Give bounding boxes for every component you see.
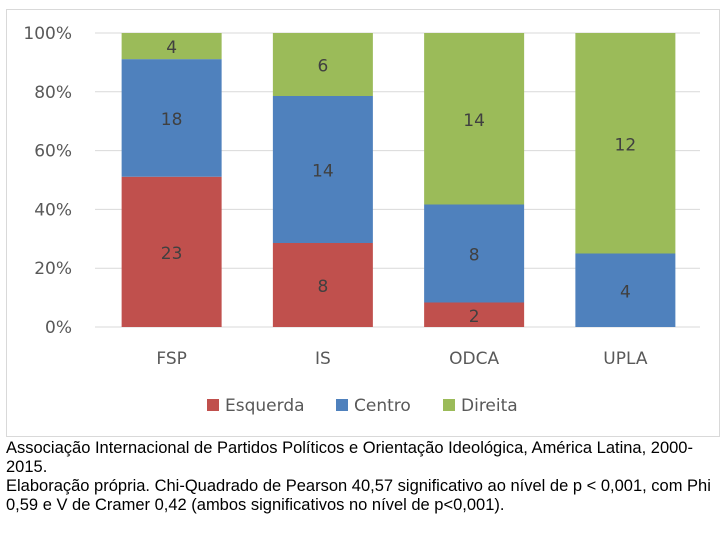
y-axis-ticks: 0% 20% 40% 60% 80% 100% bbox=[23, 24, 72, 338]
bar-segment-direita-fsp bbox=[121, 33, 222, 60]
data-label: 8 bbox=[317, 277, 328, 297]
y-tick-label: 80% bbox=[34, 83, 72, 103]
x-tick-label: IS bbox=[315, 349, 331, 369]
bar-segment-esquerda-odca bbox=[424, 302, 525, 327]
data-label: 4 bbox=[620, 282, 631, 302]
bar-segment-centro-upla bbox=[575, 253, 676, 327]
legend-swatch-direita bbox=[443, 399, 455, 411]
y-tick-label: 20% bbox=[34, 259, 72, 279]
bars: 23 18 4 8 14 6 2 8 14 4 12 bbox=[121, 33, 676, 327]
legend-label-direita: Direita bbox=[461, 396, 518, 416]
legend-label-esquerda: Esquerda bbox=[225, 396, 305, 416]
x-tick-label: FSP bbox=[156, 349, 187, 369]
y-tick-label: 60% bbox=[34, 142, 72, 162]
caption-note: Elaboração própria. Chi-Quadrado de Pear… bbox=[6, 477, 711, 514]
data-label: 12 bbox=[615, 135, 637, 155]
legend-label-centro: Centro bbox=[354, 396, 411, 416]
y-tick-label: 100% bbox=[23, 24, 72, 44]
caption-title: Associação Internacional de Partidos Pol… bbox=[6, 439, 693, 476]
data-label: 8 bbox=[469, 246, 480, 266]
bar-segment-esquerda-fsp bbox=[121, 176, 222, 327]
legend-swatch-centro bbox=[336, 399, 348, 411]
figure-caption: Associação Internacional de Partidos Pol… bbox=[6, 439, 724, 515]
x-axis-labels: FSP IS ODCA UPLA bbox=[156, 349, 647, 369]
bar-segment-centro-is bbox=[272, 96, 373, 243]
bar-segment-centro-odca bbox=[424, 204, 525, 303]
data-label: 6 bbox=[317, 57, 328, 77]
bar-segment-direita-odca bbox=[424, 33, 525, 205]
data-label: 18 bbox=[161, 110, 183, 130]
legend-swatch-esquerda bbox=[207, 399, 219, 411]
bar-segment-esquerda-is bbox=[272, 243, 373, 327]
bar-segment-direita-is bbox=[272, 33, 373, 96]
bar-segment-direita-upla bbox=[575, 33, 676, 254]
stacked-bar-chart: 0% 20% 40% 60% 80% 100% 23 18 4 8 14 6 2 8 14 4 12 FSP I… bbox=[23, 24, 700, 416]
x-tick-label: ODCA bbox=[449, 349, 499, 369]
data-label: 14 bbox=[463, 111, 485, 131]
data-label: 23 bbox=[161, 244, 183, 264]
y-tick-label: 0% bbox=[45, 318, 72, 338]
x-tick-label: UPLA bbox=[603, 349, 648, 369]
data-label: 14 bbox=[312, 162, 334, 182]
data-label: 4 bbox=[166, 38, 177, 58]
legend: Esquerda Centro Direita bbox=[207, 396, 518, 416]
bar-segment-centro-fsp bbox=[121, 59, 222, 177]
y-tick-label: 40% bbox=[34, 200, 72, 220]
data-label: 2 bbox=[469, 307, 480, 327]
